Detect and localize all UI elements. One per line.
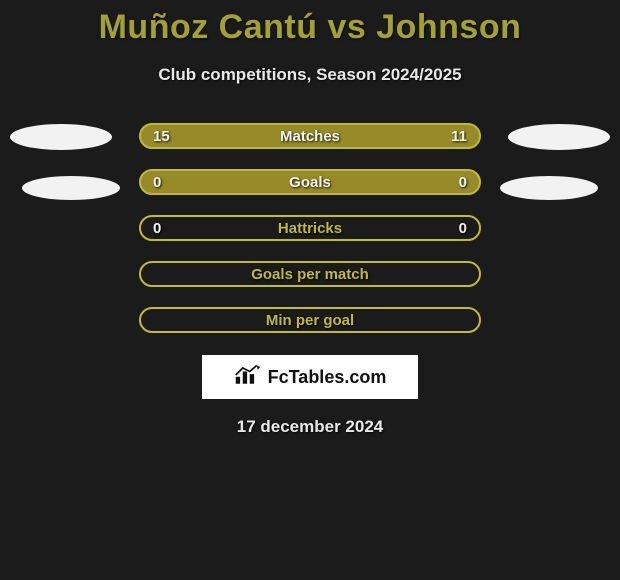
stats-container: 15 Matches 11 0 Goals 0 0 Hattricks 0 Goals per m…: [0, 123, 620, 333]
player-right-avatar: [508, 124, 610, 150]
stat-right-value: 11: [451, 128, 467, 145]
stat-label: Goals per match: [251, 266, 369, 283]
player-left-avatar: [10, 124, 112, 150]
badge-text: FcTables.com: [268, 367, 387, 388]
stat-row: 0 Hattricks 0: [139, 215, 481, 241]
page-title: Muñoz Cantú vs Johnson: [0, 0, 620, 47]
player-left-avatar-2: [22, 176, 120, 200]
stat-label: Goals: [289, 174, 331, 191]
date: 17 december 2024: [0, 417, 620, 437]
stat-left-value: 0: [153, 220, 161, 237]
fctables-badge: FcTables.com: [202, 355, 418, 399]
player-right-avatar-2: [500, 176, 598, 200]
stat-row: 0 Goals 0: [139, 169, 481, 195]
stat-right-value: 0: [459, 220, 467, 237]
stat-left-value: 0: [153, 174, 161, 191]
stat-label: Min per goal: [266, 312, 354, 329]
stat-row: Min per goal: [139, 307, 481, 333]
stat-row: Goals per match: [139, 261, 481, 287]
stat-row: 15 Matches 11: [139, 123, 481, 149]
stat-left-value: 15: [153, 128, 170, 145]
stat-label: Matches: [280, 128, 340, 145]
stat-label: Hattricks: [278, 220, 342, 237]
subtitle: Club competitions, Season 2024/2025: [0, 65, 620, 85]
chart-icon: [234, 364, 262, 391]
stat-right-value: 0: [459, 174, 467, 191]
